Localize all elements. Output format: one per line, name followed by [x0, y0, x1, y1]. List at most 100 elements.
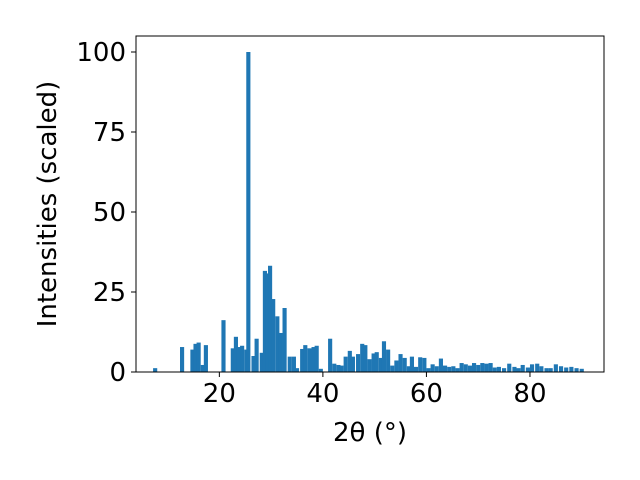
bar — [564, 367, 569, 372]
x-tick-label: 40 — [306, 379, 339, 409]
bar — [516, 368, 521, 372]
bar — [548, 368, 553, 372]
bar — [507, 363, 512, 372]
bar — [244, 349, 249, 372]
bar — [343, 356, 348, 372]
bar — [282, 308, 287, 372]
y-tick-label: 25 — [93, 278, 126, 308]
y-tick-label: 0 — [109, 358, 126, 388]
bar — [539, 366, 544, 372]
bar — [307, 348, 312, 372]
bar — [254, 338, 259, 372]
bar — [409, 356, 414, 372]
bar — [455, 368, 460, 372]
bar — [471, 363, 477, 372]
bar — [422, 357, 427, 372]
bar — [291, 356, 296, 372]
bar — [347, 350, 352, 372]
bar — [378, 357, 383, 372]
bar — [240, 345, 245, 372]
bar — [381, 341, 387, 372]
bar — [406, 366, 411, 372]
bar — [426, 368, 431, 372]
bar — [553, 364, 558, 372]
y-tick-label: 75 — [93, 118, 126, 148]
bar — [535, 363, 540, 372]
bar — [496, 366, 501, 372]
bar — [459, 363, 464, 372]
bar — [467, 365, 472, 372]
bar — [386, 349, 391, 372]
bar — [463, 364, 468, 372]
bar — [251, 356, 256, 372]
bar — [230, 348, 235, 372]
bar — [374, 352, 379, 372]
bar — [287, 356, 292, 372]
bar — [414, 366, 419, 372]
bar — [180, 347, 185, 372]
y-axis-label: Intensities (scaled) — [33, 81, 63, 328]
bar — [193, 343, 198, 372]
bar — [451, 366, 456, 372]
bar — [332, 363, 337, 372]
bar — [268, 265, 273, 372]
x-tick-label: 80 — [513, 379, 546, 409]
bar — [574, 368, 579, 372]
bar — [502, 368, 507, 372]
bar — [300, 348, 305, 372]
bar — [558, 366, 564, 372]
bar — [371, 353, 376, 372]
bar — [360, 343, 365, 372]
bar-series — [153, 52, 584, 372]
bar — [314, 345, 319, 372]
bar — [430, 364, 435, 372]
bar — [529, 364, 535, 372]
bar — [484, 363, 489, 372]
bar — [190, 349, 195, 372]
plot-frame — [135, 35, 605, 373]
x-tick-label: 20 — [203, 379, 236, 409]
bar — [434, 366, 439, 372]
bar — [418, 357, 423, 372]
bar — [294, 368, 300, 372]
bar — [525, 367, 530, 372]
bar — [311, 347, 316, 372]
bar — [200, 364, 205, 372]
x-tick-label: 60 — [410, 379, 443, 409]
bar — [520, 364, 525, 372]
x-axis-ticks: 20 40 60 80 — [203, 372, 547, 409]
x-axis-label: 2θ (°) — [333, 418, 407, 448]
y-tick-label: 50 — [93, 198, 126, 228]
bar — [438, 358, 443, 372]
bar — [153, 368, 158, 372]
bar — [402, 357, 407, 372]
bar — [488, 363, 493, 372]
bar — [236, 347, 242, 372]
y-axis-ticks: 0 25 50 75 100 — [76, 38, 136, 388]
bar — [275, 316, 280, 372]
bar — [363, 345, 368, 372]
bar — [569, 366, 574, 372]
bar — [480, 363, 485, 372]
bar — [259, 352, 264, 372]
bar — [512, 366, 517, 372]
bar — [390, 365, 395, 372]
bar — [579, 368, 584, 372]
bar — [328, 338, 333, 372]
bar — [356, 354, 361, 372]
bar — [544, 368, 549, 372]
y-tick-label: 100 — [76, 38, 126, 68]
bar — [339, 365, 344, 372]
bar — [367, 359, 372, 372]
bar — [443, 365, 448, 372]
bar — [271, 299, 276, 372]
bar — [350, 356, 355, 372]
bar — [278, 332, 283, 372]
bar — [398, 354, 403, 372]
bar — [476, 364, 481, 372]
bar — [336, 364, 341, 372]
bar — [492, 367, 497, 372]
bar — [246, 52, 251, 372]
